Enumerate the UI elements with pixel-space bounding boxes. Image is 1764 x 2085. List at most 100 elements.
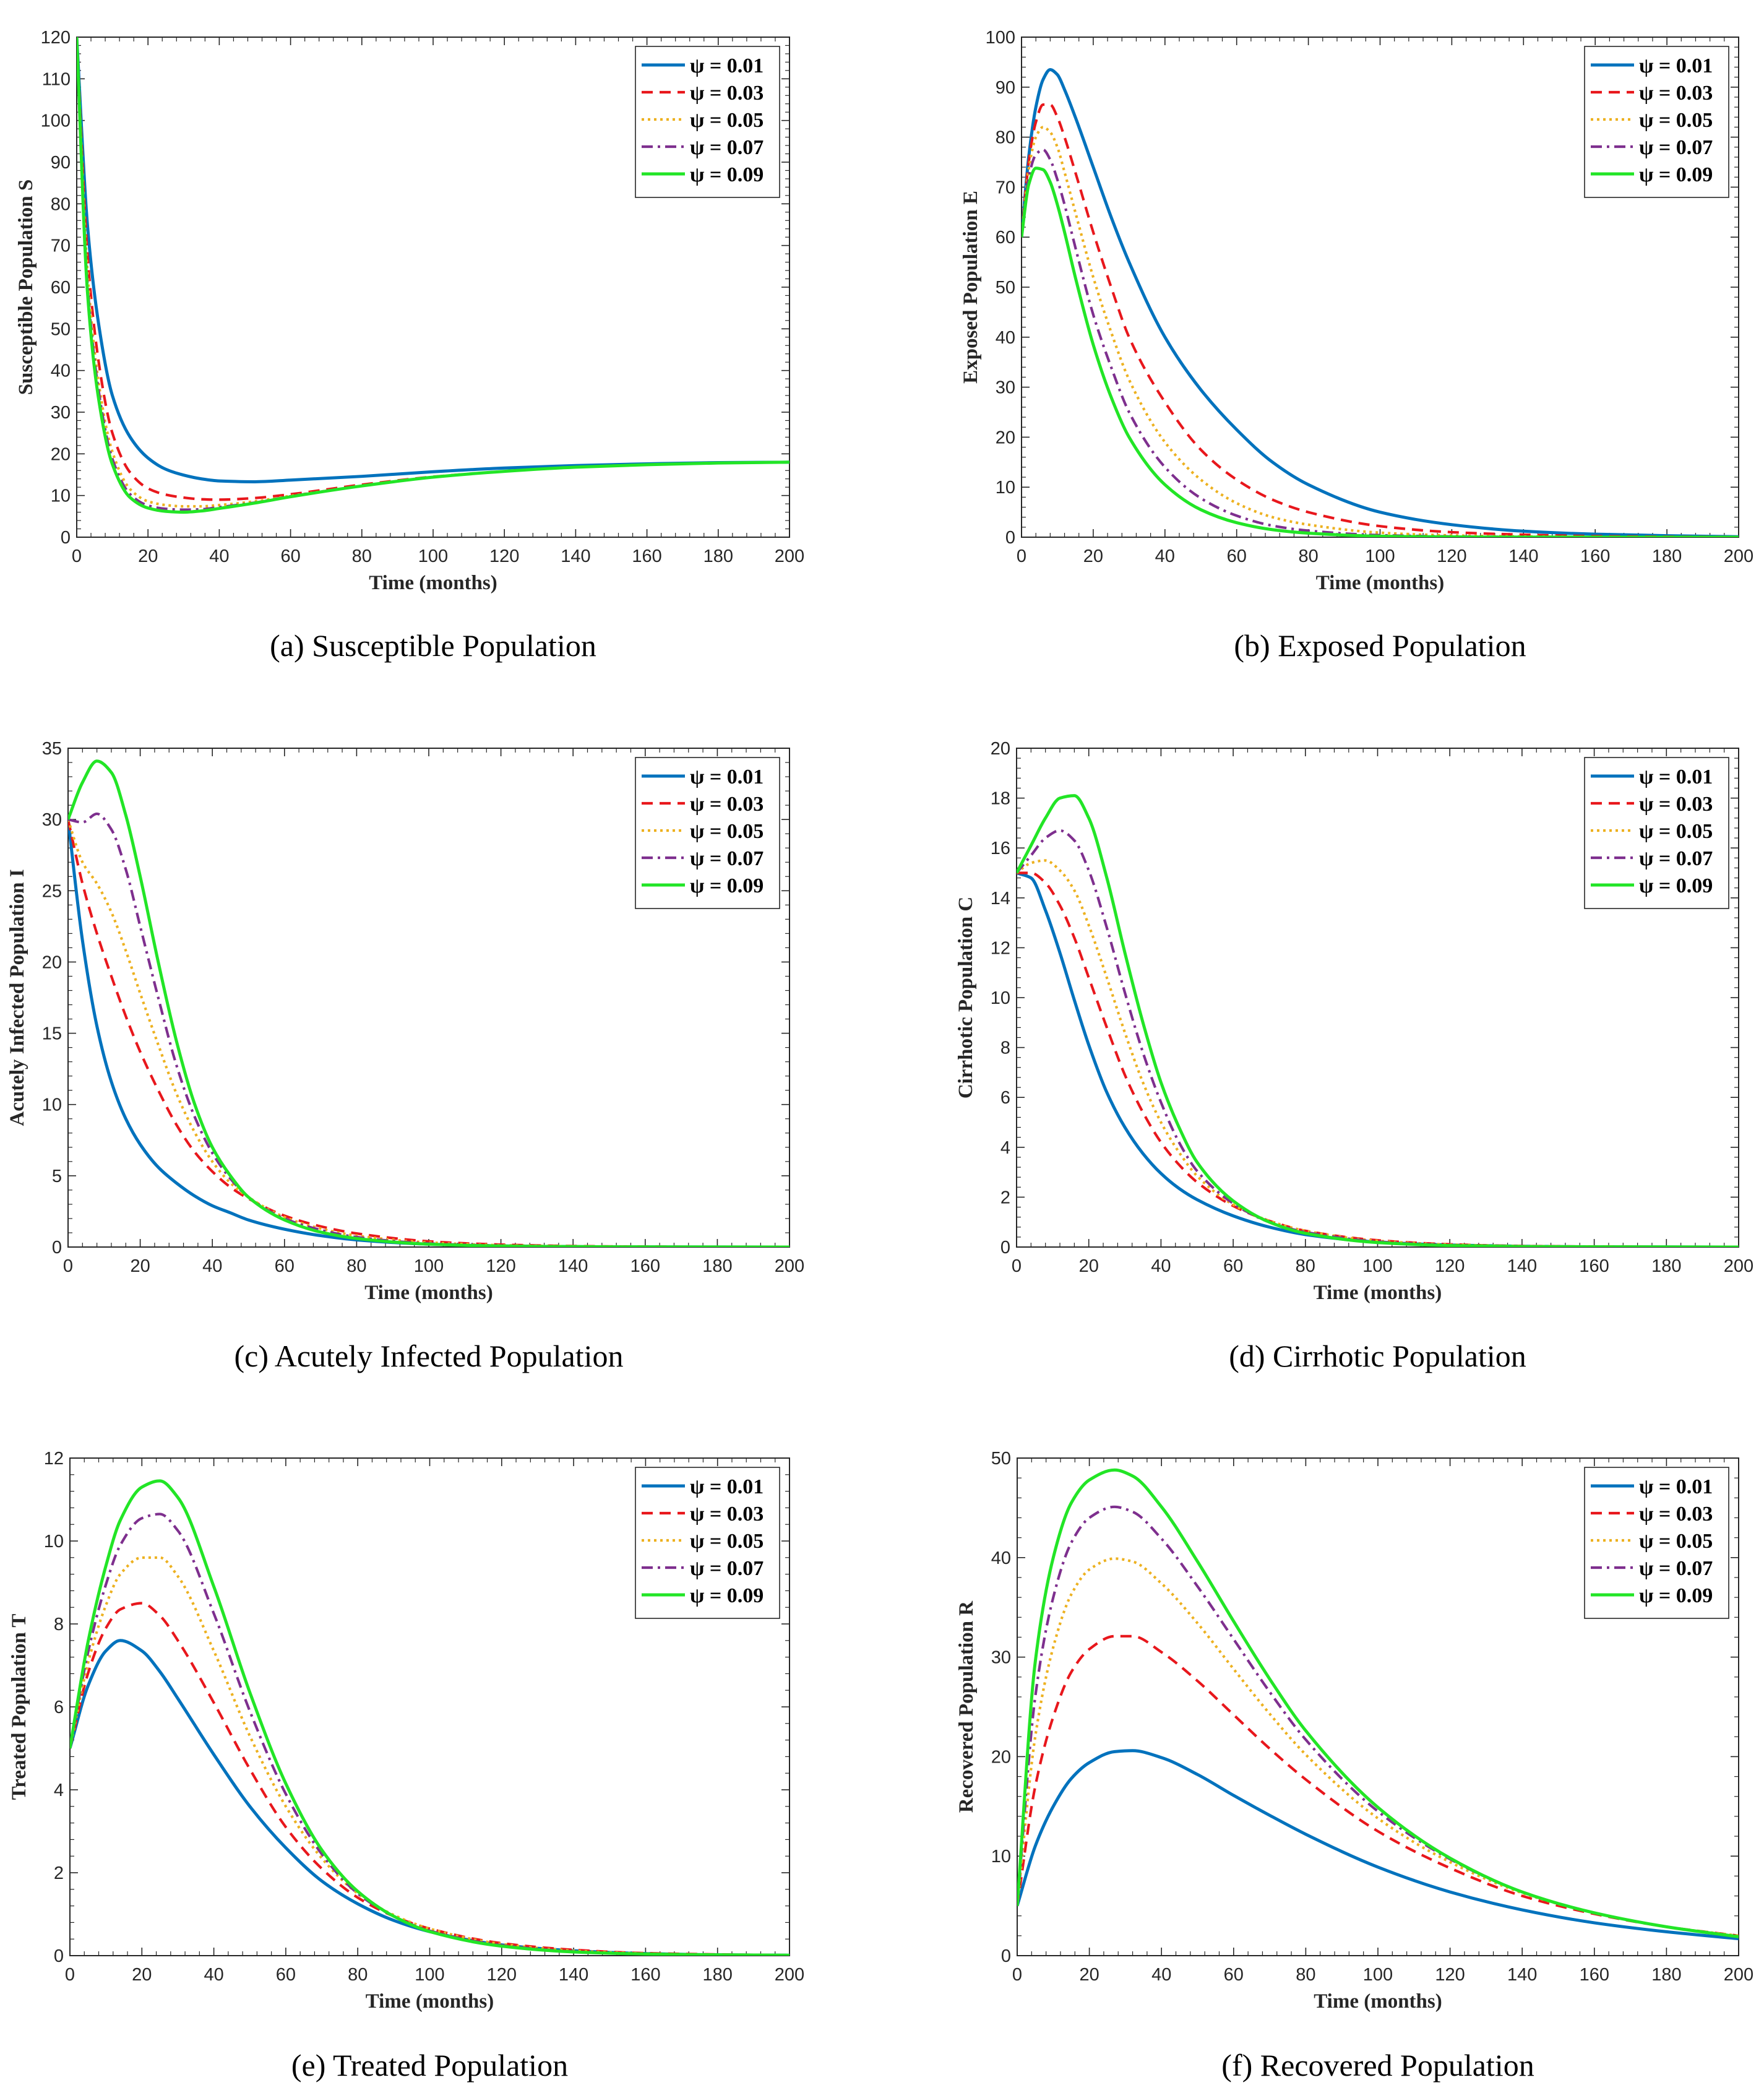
y-tick-label: 8 [54,1615,64,1634]
subfigure-caption: (f) Recovered Population [1221,2048,1534,2083]
legend-label: ψ = 0.01 [690,54,764,77]
x-tick-label: 200 [1724,1965,1753,1985]
x-tick-label: 80 [346,1256,366,1276]
x-tick-label: 60 [275,1256,295,1276]
minor-ticks [77,37,789,537]
y-tick-label: 50 [996,278,1015,298]
legend-label: ψ = 0.01 [1639,1475,1713,1498]
series-line-psi-0.09 [1017,794,1739,1247]
legend-label: ψ = 0.01 [690,1475,764,1498]
y-tick-label: 10 [44,1532,64,1552]
y-tick-label: 0 [52,1238,62,1258]
legend: ψ = 0.01 ψ = 0.03 ψ = 0.05 ψ = 0.07 ψ = 0.09 [1584,46,1729,198]
x-tick-label: 40 [1151,1256,1171,1276]
series-lines [1022,68,1739,537]
legend-label: ψ = 0.03 [1639,1503,1713,1526]
series-line-psi-0.09 [68,759,789,1247]
y-tick-label: 40 [51,361,71,381]
panel-cirrhotic: 0 20 40 60 80 100 120 140 160 180 200 0 2 4 6 8 10 12 14 16… [955,739,1753,1373]
x-tick-label: 140 [558,1256,588,1276]
x-tick-label: 60 [280,546,300,566]
x-axis-title: Time (months) [364,1282,493,1304]
y-axis-title: Recovered Population R [955,1600,978,1813]
series-line-psi-0.09 [77,37,789,514]
x-tick-label: 100 [418,546,448,566]
y-axis-title: Acutely Infected Population I [6,869,28,1126]
x-tick-label: 160 [1580,1965,1609,1985]
y-tick-label: 110 [42,69,71,89]
y-tick-label: 100 [41,111,71,131]
legend-label: ψ = 0.07 [1639,847,1713,870]
panel-exposed: 0 20 40 60 80 100 120 140 160 180 200 0 10 20 30 40 50 60… [960,28,1753,663]
y-tick-label: 60 [51,278,71,298]
legend-label: ψ = 0.09 [1639,163,1713,186]
x-tick-label: 200 [1724,546,1753,566]
x-tick-label: 40 [204,1965,223,1985]
legend-label: ψ = 0.03 [690,1503,764,1526]
x-tick-label: 0 [63,1256,73,1276]
x-tick-label: 180 [1651,1965,1681,1985]
legend-label: ψ = 0.07 [690,1557,764,1580]
x-tick-label: 80 [348,1965,368,1985]
legend: ψ = 0.01 ψ = 0.03 ψ = 0.05 ψ = 0.07 ψ = 0.09 [1584,1467,1729,1619]
x-tick-label: 60 [1224,1965,1244,1985]
x-tick-label: 20 [138,546,158,566]
y-tick-label: 16 [991,839,1010,858]
y-tick-label: 12 [44,1449,64,1469]
y-tick-label: 60 [996,228,1015,248]
y-tick-label: 0 [61,528,71,548]
y-tick-label: 30 [991,1648,1011,1668]
x-tick-label: 60 [276,1965,296,1985]
legend-label: ψ = 0.03 [690,82,764,105]
x-tick-label: 40 [209,546,229,566]
subfigure-caption: (b) Exposed Population [1234,628,1526,663]
x-tick-label: 120 [486,1256,515,1276]
x-tick-label: 200 [775,546,804,566]
series-line-psi-0.09 [1017,1468,1739,1938]
y-axis-title: Exposed Population E [960,191,982,384]
y-tick-label: 80 [51,194,71,214]
series-line-psi-0.05 [70,1556,789,1956]
legend-label: ψ = 0.07 [1639,136,1713,159]
y-tick-label: 0 [1001,1946,1011,1966]
y-tick-label: 0 [1000,1238,1010,1258]
y-tick-label: 20 [991,739,1010,759]
x-tick-label: 120 [489,546,519,566]
x-tick-label: 180 [1651,1256,1681,1276]
x-tick-label: 0 [1017,546,1026,566]
x-tick-label: 0 [1012,1256,1022,1276]
y-tick-label: 120 [41,28,71,48]
series-line-psi-0.01 [1017,1749,1739,1941]
series-lines [1017,1468,1739,1941]
x-tick-label: 0 [1012,1965,1022,1985]
legend-label: ψ = 0.05 [1639,1530,1713,1553]
y-axis-title: Cirrhotic Population C [955,897,977,1099]
series-line-psi-0.01 [77,37,789,483]
x-tick-label: 140 [1507,1256,1537,1276]
series-line-psi-0.03 [1017,871,1739,1247]
y-tick-label: 4 [1000,1138,1010,1158]
legend-label: ψ = 0.01 [1639,54,1713,77]
y-tick-label: 12 [991,938,1010,958]
x-tick-label: 80 [1298,546,1318,566]
y-tick-label: 10 [42,1095,62,1115]
y-tick-label: 40 [996,328,1015,348]
legend-label: ψ = 0.09 [690,1584,764,1607]
x-tick-label: 20 [1079,1256,1099,1276]
legend-label: ψ = 0.05 [690,820,764,843]
x-tick-label: 80 [352,546,372,566]
y-tick-label: 50 [51,319,71,339]
series-line-psi-0.03 [70,1602,789,1956]
legend-label: ψ = 0.05 [690,109,764,132]
y-tick-label: 0 [54,1946,64,1966]
y-tick-label: 20 [42,952,62,972]
x-tick-label: 200 [1724,1256,1753,1276]
x-tick-label: 60 [1223,1256,1243,1276]
x-axis-title: Time (months) [366,1990,494,2013]
legend-label: ψ = 0.03 [690,793,764,816]
legend: ψ = 0.01 ψ = 0.03 ψ = 0.05 ψ = 0.07 ψ = 0.09 [635,46,780,198]
y-tick-label: 30 [51,403,71,423]
series-line-psi-0.07 [1017,829,1739,1247]
y-tick-label: 8 [1000,1038,1010,1058]
minor-ticks [1017,748,1739,1247]
